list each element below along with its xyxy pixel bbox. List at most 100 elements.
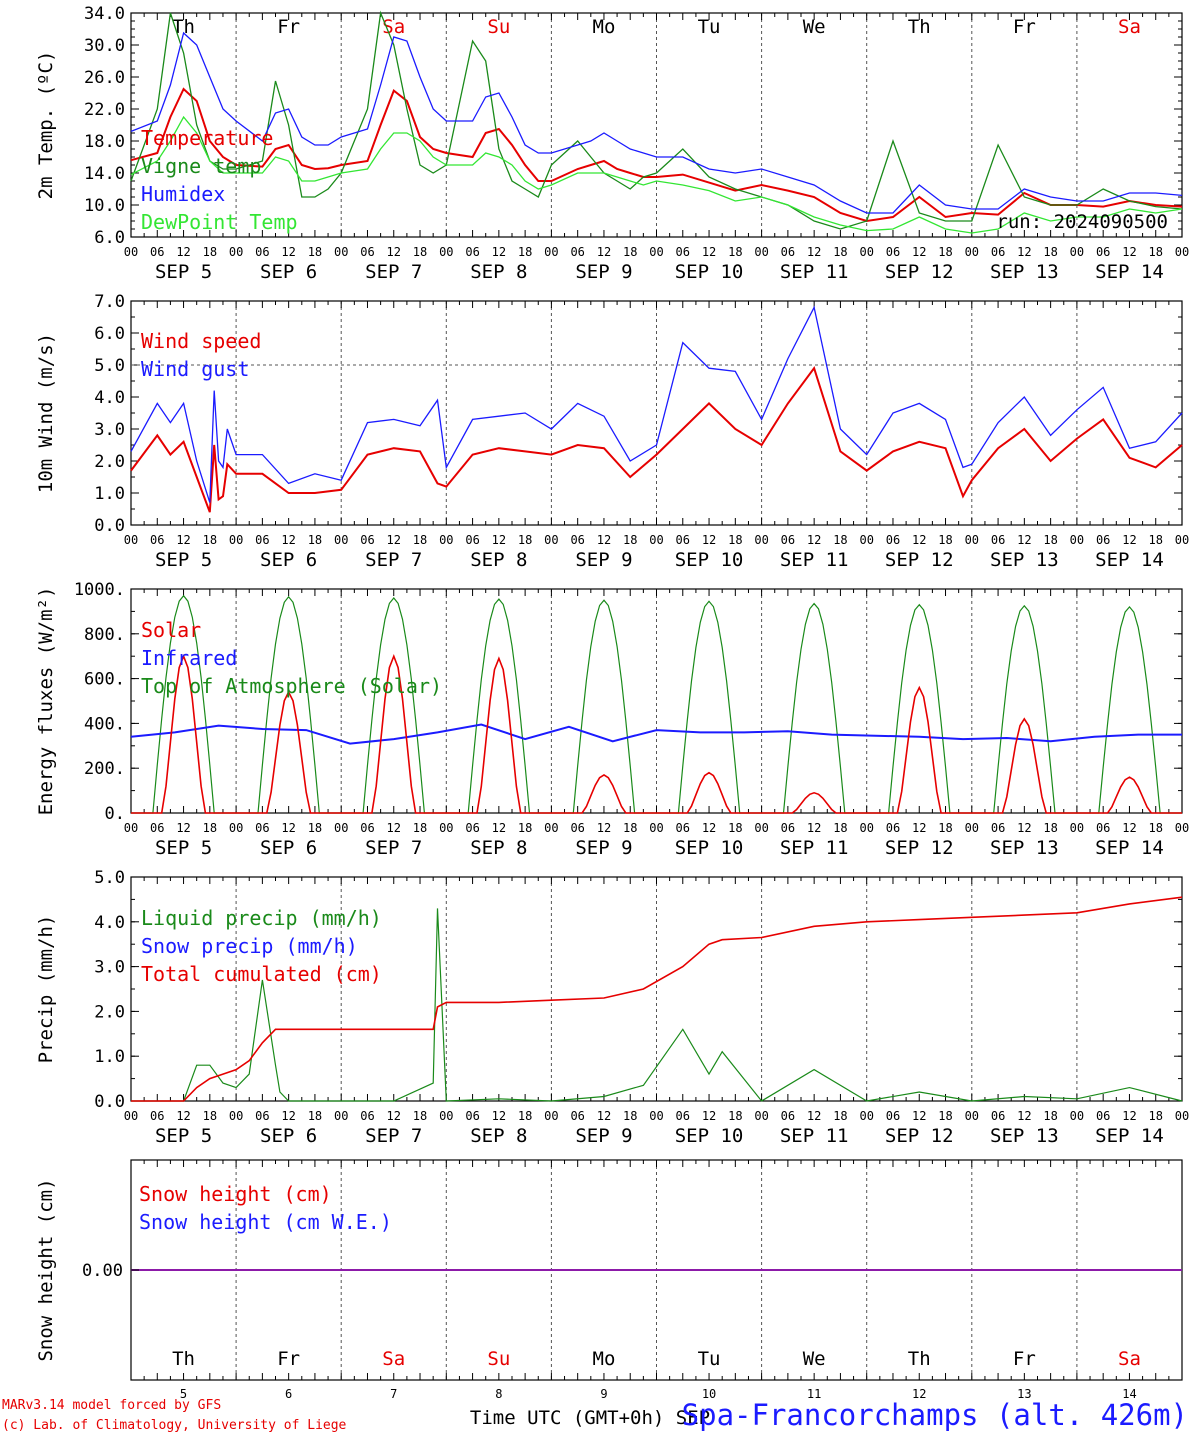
date-label: SEP 14 (1095, 1125, 1164, 1147)
hour-tick-label: 12 (176, 533, 190, 547)
hour-tick-label: 12 (176, 245, 190, 259)
weekday-label: Fr (1013, 16, 1036, 38)
hour-tick-label: 18 (413, 533, 427, 547)
hour-tick-label: 06 (886, 821, 900, 835)
hour-tick-label: 18 (518, 245, 532, 259)
hour-tick-label: 18 (833, 533, 847, 547)
weekday-label: Th (172, 1348, 195, 1370)
hour-tick-label: 18 (1148, 533, 1162, 547)
hour-tick-label: 18 (308, 245, 322, 259)
date-label: SEP 6 (260, 837, 317, 859)
panel-3: 00 06 12 18 SEP 5 00 06 12 18 SEP 6 00 06 12 18 SEP 7 0… (35, 580, 1189, 859)
hour-tick-label: 06 (465, 821, 479, 835)
y-tick-label: 4.0 (94, 913, 125, 933)
weekday-label: We (803, 16, 826, 38)
legend-entry: Wind gust (141, 357, 249, 381)
hour-tick-label: 12 (176, 1109, 190, 1123)
hour-tick-label: 06 (991, 821, 1005, 835)
date-label: SEP 6 (260, 549, 317, 571)
hour-tick-label: 00 (859, 1109, 873, 1123)
hour-tick-label: 06 (570, 1109, 584, 1123)
hour-tick-label: 18 (518, 821, 532, 835)
day-number: 8 (495, 1387, 502, 1401)
series-line (131, 908, 1183, 1102)
hour-tick-label: 18 (203, 821, 217, 835)
y-tick-label: 200. (84, 759, 125, 779)
series-line (130, 10, 1183, 230)
series-line (131, 653, 1182, 814)
hour-tick-label: 00 (229, 821, 243, 835)
hour-tick-label: 06 (465, 1109, 479, 1123)
weekday-label: Sa (1118, 16, 1141, 38)
date-label: SEP 10 (675, 261, 744, 283)
hour-tick-label: 12 (807, 533, 821, 547)
y-tick-label: 3.0 (94, 958, 125, 978)
hour-tick-label: 00 (965, 821, 979, 835)
hour-tick-label: 12 (1017, 533, 1031, 547)
hour-tick-label: 12 (1017, 821, 1031, 835)
date-label: SEP 5 (155, 549, 212, 571)
hour-tick-label: 12 (492, 1109, 506, 1123)
hour-tick-label: 12 (702, 533, 716, 547)
hour-tick-label: 00 (439, 533, 453, 547)
y-axis-label: Energy fluxes (W/m²) (35, 587, 57, 816)
date-label: SEP 5 (155, 837, 212, 859)
hour-tick-label: 00 (1175, 533, 1189, 547)
weekday-label: Su (487, 1348, 510, 1370)
hour-tick-label: 06 (255, 533, 269, 547)
date-label: SEP 7 (365, 1125, 422, 1147)
plot-frame (130, 588, 1183, 814)
hour-tick-label: 18 (728, 821, 742, 835)
hour-tick-label: 00 (1175, 245, 1189, 259)
y-tick-label: 26.0 (84, 68, 125, 88)
weekday-label: Tu (698, 1348, 721, 1370)
date-label: SEP 11 (780, 1125, 849, 1147)
hour-tick-label: 00 (124, 533, 138, 547)
day-number: 7 (390, 1387, 397, 1401)
legend-entry: Snow height (cm) (139, 1182, 332, 1206)
date-label: SEP 12 (885, 837, 954, 859)
date-label: SEP 10 (675, 549, 744, 571)
y-tick-label: 600. (84, 670, 125, 690)
hour-tick-label: 12 (912, 245, 926, 259)
hour-tick-label: 00 (859, 821, 873, 835)
hour-tick-label: 18 (1043, 533, 1057, 547)
hour-tick-label: 18 (1043, 1109, 1057, 1123)
date-label: SEP 10 (675, 1125, 744, 1147)
weekday-label: Fr (1013, 1348, 1036, 1370)
date-label: SEP 7 (365, 261, 422, 283)
panel-4: 00 06 12 18 SEP 5 00 06 12 18 SEP 6 00 06 12 18 SEP 7 0… (35, 868, 1189, 1147)
date-label: SEP 13 (990, 837, 1059, 859)
hour-tick-label: 12 (281, 533, 295, 547)
legend-entry: Top of Atmosphere (Solar) (141, 674, 442, 698)
weekday-label: Fr (277, 1348, 300, 1370)
station-title: Spa-Francorchamps (alt. 426m) (681, 1398, 1188, 1432)
hour-tick-label: 18 (518, 533, 532, 547)
hour-tick-label: 06 (781, 1109, 795, 1123)
hour-tick-label: 06 (991, 245, 1005, 259)
y-axis-label: Snow height (cm) (35, 1178, 57, 1361)
hour-tick-label: 18 (1148, 245, 1162, 259)
date-label: SEP 13 (990, 261, 1059, 283)
date-label: SEP 8 (470, 837, 527, 859)
date-label: SEP 7 (365, 837, 422, 859)
hour-tick-label: 00 (124, 245, 138, 259)
hour-tick-label: 00 (544, 821, 558, 835)
hour-tick-label: 06 (255, 821, 269, 835)
hour-tick-label: 06 (255, 245, 269, 259)
y-tick-label: 1.0 (94, 1047, 125, 1067)
day-number: 10 (702, 1387, 716, 1401)
hour-tick-label: 00 (754, 245, 768, 259)
hour-tick-label: 12 (912, 821, 926, 835)
hour-tick-label: 12 (176, 821, 190, 835)
hour-tick-label: 12 (387, 1109, 401, 1123)
hour-tick-label: 06 (781, 821, 795, 835)
date-label: SEP 11 (780, 549, 849, 571)
y-tick-label: 4.0 (94, 388, 125, 408)
y-tick-label: 6.0 (94, 324, 125, 344)
hour-tick-label: 00 (544, 1109, 558, 1123)
hour-tick-label: 06 (360, 533, 374, 547)
y-tick-label: 14.0 (84, 164, 125, 184)
day-number: 11 (807, 1387, 821, 1401)
date-label: SEP 7 (365, 549, 422, 571)
